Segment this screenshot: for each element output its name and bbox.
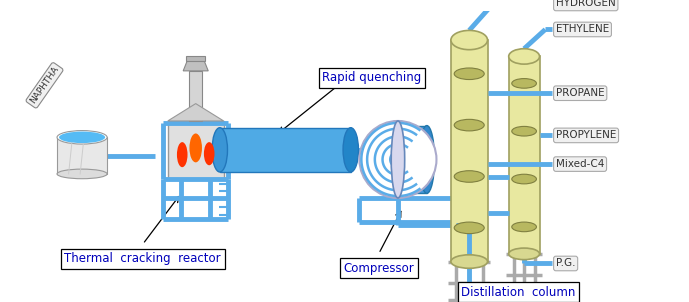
Polygon shape (183, 61, 208, 71)
Text: Distillation  column: Distillation column (461, 286, 575, 299)
Ellipse shape (512, 222, 537, 232)
Ellipse shape (508, 49, 539, 64)
Bar (57, 137, 107, 174)
Bar (451, 40, 488, 262)
Ellipse shape (57, 169, 107, 179)
Ellipse shape (512, 174, 537, 184)
Circle shape (360, 121, 436, 198)
Text: Thermal  cracking  reactor: Thermal cracking reactor (65, 252, 221, 265)
Ellipse shape (454, 68, 484, 79)
Bar (168, 121, 224, 179)
Ellipse shape (512, 127, 537, 136)
Text: Rapid quenching: Rapid quenching (322, 71, 422, 84)
Ellipse shape (451, 31, 488, 50)
Text: PROPYLENE: PROPYLENE (556, 130, 616, 140)
Ellipse shape (454, 119, 484, 131)
Ellipse shape (57, 130, 107, 144)
Text: P.G.: P.G. (556, 259, 575, 268)
Ellipse shape (189, 133, 202, 162)
Bar (186, 56, 205, 61)
Bar (398, 126, 427, 193)
Ellipse shape (512, 79, 537, 88)
Text: Mixed-C4: Mixed-C4 (556, 159, 604, 169)
Ellipse shape (212, 128, 227, 172)
Ellipse shape (177, 142, 187, 167)
Ellipse shape (59, 132, 105, 143)
Polygon shape (168, 104, 224, 121)
Bar (220, 128, 351, 172)
Ellipse shape (391, 121, 404, 198)
Ellipse shape (419, 126, 435, 193)
Text: PROPANE: PROPANE (556, 88, 604, 98)
Ellipse shape (204, 142, 214, 165)
Ellipse shape (454, 171, 484, 182)
Bar (508, 56, 539, 254)
Text: HYDROGEN: HYDROGEN (556, 0, 616, 8)
Ellipse shape (454, 222, 484, 234)
Text: Compressor: Compressor (343, 262, 414, 275)
Text: ETHYLENE: ETHYLENE (556, 24, 609, 34)
Bar (189, 71, 203, 121)
Ellipse shape (343, 128, 358, 172)
Ellipse shape (508, 248, 539, 260)
Text: NAPHTHA: NAPHTHA (28, 65, 61, 106)
Ellipse shape (451, 255, 488, 268)
